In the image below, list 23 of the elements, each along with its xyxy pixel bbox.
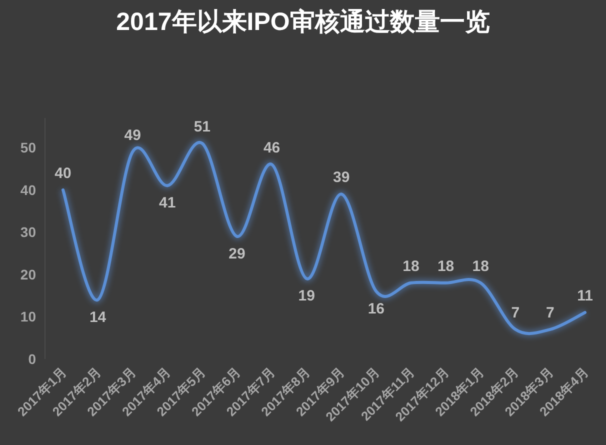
- data-label: 49: [124, 126, 141, 144]
- data-label: 40: [54, 164, 72, 182]
- data-label: 16: [368, 300, 385, 318]
- data-label: 51: [194, 118, 211, 136]
- y-tick-label: 0: [28, 351, 36, 367]
- data-label: 39: [333, 169, 350, 186]
- data-label: 18: [437, 258, 454, 275]
- y-tick-label: 10: [20, 308, 36, 325]
- data-label: 7: [546, 304, 554, 322]
- data-label: 41: [159, 194, 176, 212]
- data-label: 7: [511, 304, 520, 322]
- y-tick-label: 50: [20, 140, 36, 156]
- data-label: 11: [577, 287, 593, 304]
- y-tick-label: 20: [20, 266, 36, 282]
- data-label: 14: [89, 308, 107, 326]
- data-label: 46: [263, 140, 280, 157]
- data-label: 29: [228, 245, 246, 262]
- data-label: 18: [472, 258, 489, 275]
- y-tick-label: 40: [20, 182, 36, 198]
- data-label: 18: [402, 258, 420, 275]
- data-label: 19: [298, 288, 315, 305]
- chart-title: 2017年以来IPO审核通过数量一览: [116, 8, 490, 36]
- y-tick-label: 30: [20, 224, 36, 240]
